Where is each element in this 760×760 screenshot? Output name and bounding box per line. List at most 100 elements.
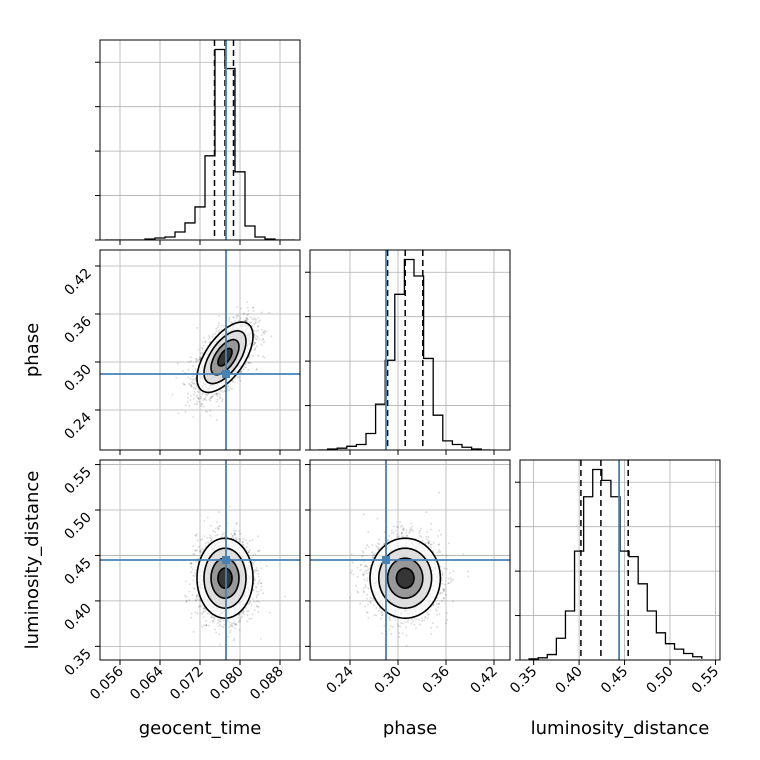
scatter-point [215,392,218,395]
scatter-point [239,379,242,382]
scatter-point [255,586,258,589]
scatter-point [230,624,233,627]
scatter-point [256,605,258,608]
scatter-point [199,551,202,554]
scatter-point [238,628,241,631]
scatter-point [239,620,242,623]
scatter-point [217,324,220,327]
scatter-point [208,624,211,627]
scatter-point [250,556,253,559]
scatter-point [190,566,193,568]
scatter-point [377,542,380,545]
y-tick-label: 0.42 [61,266,94,299]
scatter-point [226,619,229,622]
scatter-point [198,358,201,361]
scatter-point [247,610,250,612]
scatter-point [253,333,256,336]
scatter-point [176,362,179,365]
scatter-point [245,319,248,322]
scatter-point [184,580,187,583]
scatter-point [200,346,203,349]
scatter-point [188,382,190,385]
scatter-point [218,397,221,400]
scatter-point [249,316,252,319]
scatter-point [436,625,439,628]
scatter-point [252,588,255,591]
scatter-point [201,547,204,550]
scatter-point [210,539,213,542]
scatter-point [241,541,244,544]
scatter-point [235,522,238,525]
scatter-point [194,599,197,602]
scatter-point [194,357,197,360]
scatter-point [217,527,219,530]
scatter-point [201,352,204,355]
scatter-point [203,520,206,522]
scatter-point [207,541,210,544]
scatter-point [213,616,216,619]
scatter-point [367,545,370,548]
scatter-point [226,385,229,388]
scatter-point [236,375,239,378]
scatter-point [399,520,402,523]
scatter-point [259,582,262,584]
scatter-point [242,538,245,541]
scatter-point [204,609,207,612]
scatter-point [244,319,247,322]
scatter-point [251,318,254,321]
scatter-point [190,612,193,615]
scatter-point [242,543,245,546]
scatter-point [204,542,207,545]
scatter-point [215,631,218,634]
scatter-point [218,322,221,325]
scatter-point [387,616,390,619]
scatter-point [203,336,206,339]
scatter-point [270,335,273,338]
scatter-point [254,346,257,349]
scatter-point [432,541,435,544]
scatter-point [252,306,255,309]
scatter-point [260,328,263,331]
scatter-point [212,529,215,532]
scatter-point [202,405,205,408]
scatter-point [214,628,216,631]
scatter-point [202,607,205,610]
scatter-point [220,324,223,327]
scatter-point [205,624,208,627]
scatter-point [188,583,191,586]
panel-frame [99,39,301,241]
scatter-point [205,399,208,402]
scatter-point [268,611,271,614]
scatter-point [183,383,186,386]
histogram-steps [105,48,295,240]
scatter-point [257,590,260,593]
scatter-point [229,505,232,508]
scatter-point [254,321,257,323]
scatter-point [207,338,210,340]
scatter-point [192,630,195,633]
scatter-point [208,336,211,339]
scatter-point [186,400,189,403]
scatter-point [257,354,260,357]
scatter-point [257,611,260,614]
scatter-point [193,587,196,590]
scatter-point [226,635,229,638]
scatter-point [238,540,241,543]
scatter-point [394,529,397,532]
scatter-point [218,525,221,528]
scatter-point [196,612,199,615]
scatter-point [191,375,194,378]
scatter-point [255,596,258,599]
scatter-point [194,534,197,537]
scatter-point [217,392,220,395]
scatter-point [240,612,243,615]
scatter-point [189,383,192,386]
scatter-point [228,316,231,319]
scatter-point [200,404,203,407]
scatter-point [207,334,210,337]
scatter-point [401,524,403,527]
scatter-point [242,368,245,371]
scatter-point [410,522,412,525]
